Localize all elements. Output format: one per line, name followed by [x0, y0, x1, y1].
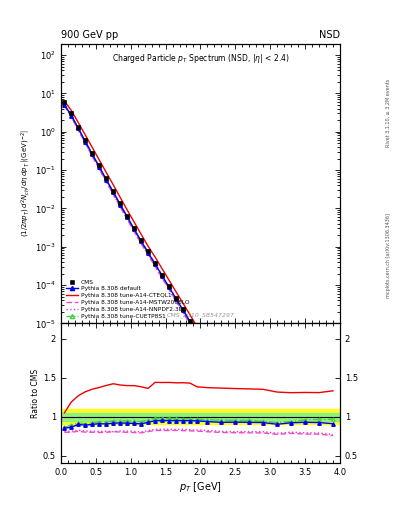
X-axis label: $p_T$ [GeV]: $p_T$ [GeV] — [179, 480, 222, 494]
Text: Rivet 3.1.10, ≥ 3.2M events: Rivet 3.1.10, ≥ 3.2M events — [386, 78, 391, 147]
Text: Charged Particle $p_T$ Spectrum (NSD, $|\eta|$ < 2.4): Charged Particle $p_T$ Spectrum (NSD, $|… — [112, 52, 289, 65]
Text: 900 GeV pp: 900 GeV pp — [61, 30, 118, 40]
Bar — [61, 409, 340, 424]
Text: NSD: NSD — [319, 30, 340, 40]
Legend: CMS, Pythia 8.308 default, Pythia 8.308 tune-A14-CTEQL1, Pythia 8.308 tune-A14-M: CMS, Pythia 8.308 default, Pythia 8.308 … — [64, 278, 191, 321]
Y-axis label: Ratio to CMS: Ratio to CMS — [31, 369, 40, 418]
Bar — [61, 413, 340, 420]
Y-axis label: $(1/2\pi p_T)\,d^2N_{ch}/d\eta\,dp_T\,\left[\mathrm{(GeV)}^{-2}\right]$: $(1/2\pi p_T)\,d^2N_{ch}/d\eta\,dp_T\,\l… — [20, 130, 32, 238]
Text: mcplots.cern.ch [arXiv:1306.3436]: mcplots.cern.ch [arXiv:1306.3436] — [386, 214, 391, 298]
Text: CMS_2010_S8547297: CMS_2010_S8547297 — [166, 312, 235, 318]
